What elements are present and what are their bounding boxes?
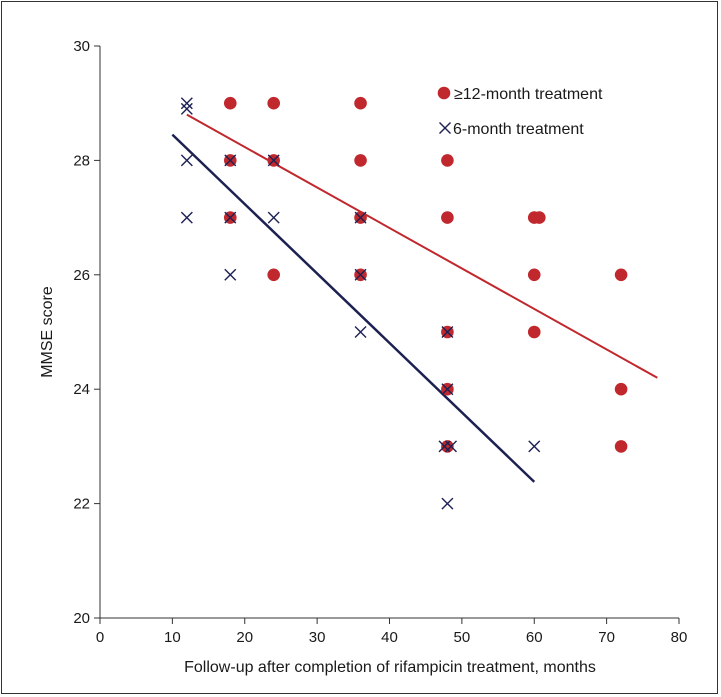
point-short-treatment [528,440,541,453]
x-marker-stroke [354,326,367,338]
point-long-treatment [614,440,628,453]
x-marker-stroke [180,154,193,167]
y-axis-title: MMSE score [39,286,56,378]
point-short-treatment [354,211,367,224]
point-short-treatment [441,383,454,396]
x-tick-label: 50 [454,629,471,646]
y-tick-label: 20 [73,610,90,627]
x-tick-label: 0 [96,629,104,646]
x-marker-stroke [180,211,193,224]
x-marker-stroke [354,268,367,281]
point-short-treatment [180,211,193,224]
point-short-treatment [224,211,237,224]
trendline-short-treatment [171,133,536,483]
x-marker-stroke [267,211,280,224]
x-marker-stroke [224,154,237,167]
legend-marker-1 [439,122,451,134]
legend-label-1: 6-month treatment [453,121,584,138]
point-long-treatment [527,325,541,339]
axes: 0 10 20 30 40 50 60 70 80 20 22 24 26 28 30 [73,38,687,646]
x-marker-stroke [445,440,458,453]
x-tick-label: 60 [526,629,543,646]
x-marker-stroke [224,268,237,281]
y-tick-label: 22 [73,496,90,513]
y-tick-label: 28 [73,152,90,169]
point-short-treatment [180,154,193,167]
legend-marker-0 [437,86,451,100]
x-tick-label: 70 [598,629,615,646]
point-short-treatment [441,326,454,338]
x-marker-stroke [267,154,280,167]
point-short-treatment [180,97,193,110]
point-short-treatment [267,154,280,167]
x-marker-stroke [441,326,454,338]
point-long-treatment [533,211,546,224]
point-long-treatment [441,211,454,224]
point-long-treatment [614,268,628,282]
y-tick-label: 26 [73,267,90,284]
point-short-treatment [180,102,193,115]
x-marker-stroke [441,383,454,396]
legend-label-0: ≥12-month treatment [454,86,603,103]
x-marker-stroke [528,440,541,453]
point-short-treatment [267,211,280,224]
x-marker-stroke [439,122,451,134]
x-tick-label: 40 [381,629,398,646]
x-marker-stroke [180,102,193,115]
point-long-treatment [354,154,367,167]
x-marker-stroke [224,211,237,224]
point-long-treatment [527,268,541,282]
point-long-treatment [614,382,628,396]
point-long-treatment [441,154,454,167]
x-tick-label: 80 [671,629,688,646]
x-axis-title: Follow-up after completion of rifampicin… [184,659,596,676]
point-short-treatment [224,154,237,167]
trendlines [171,113,658,483]
y-tick-label: 24 [73,381,90,398]
x-tick-label: 20 [236,629,253,646]
data-points [180,96,628,510]
x-marker-stroke [441,497,454,510]
point-short-treatment [354,268,367,281]
point-short-treatment [441,497,454,510]
point-long-treatment [441,440,454,453]
point-long-treatment [267,96,281,110]
x-marker-stroke [354,211,367,224]
trendline-long-treatment [186,113,658,379]
point-long-treatment [223,96,237,110]
point-short-treatment [224,268,237,281]
y-tick-label: 30 [73,38,90,55]
x-marker-stroke [180,97,193,110]
point-short-treatment [445,440,458,453]
legend: ≥12-month treatment 6-month treatment [437,86,603,138]
x-tick-label: 30 [309,629,326,646]
point-short-treatment [354,326,367,338]
point-long-treatment [267,268,281,282]
point-long-treatment [354,96,367,110]
x-tick-label: 10 [164,629,181,646]
